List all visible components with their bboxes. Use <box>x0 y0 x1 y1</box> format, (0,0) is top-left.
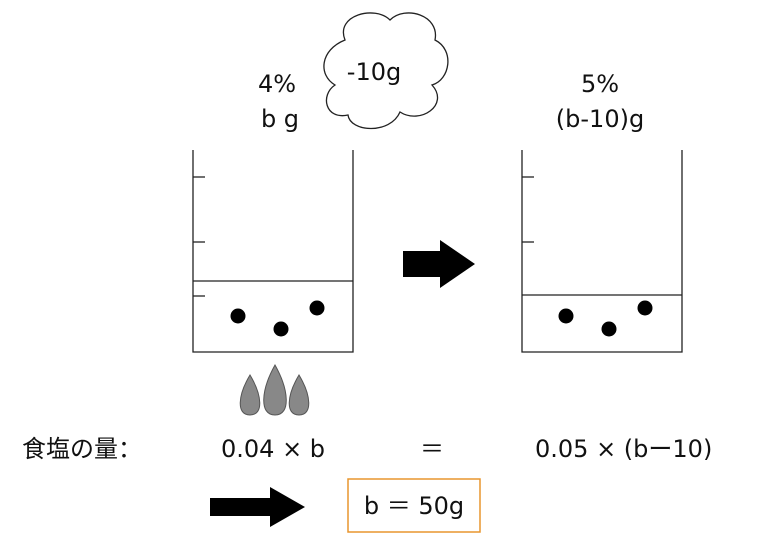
right-mass: (b-10)g <box>556 105 644 133</box>
left-mass: b g <box>261 105 299 133</box>
equation-right: 0.05 × (bー10) <box>535 435 712 463</box>
equation-label: 食塩の量： <box>22 435 142 463</box>
burner-flames <box>239 363 310 416</box>
arrow <box>403 240 475 288</box>
equals-sign: ＝ <box>420 435 444 463</box>
answer: b ＝ 50g <box>364 492 464 520</box>
arrow <box>210 487 305 527</box>
equation-left: 0.04 × b <box>221 435 325 463</box>
right-beaker <box>521 150 683 353</box>
steam-cloud <box>323 12 449 130</box>
left-concentration: 4% <box>258 70 296 98</box>
answer-box <box>347 478 481 533</box>
left-beaker <box>192 150 354 353</box>
right-concentration: 5% <box>581 70 619 98</box>
evaporation-label: -10g <box>347 58 401 86</box>
